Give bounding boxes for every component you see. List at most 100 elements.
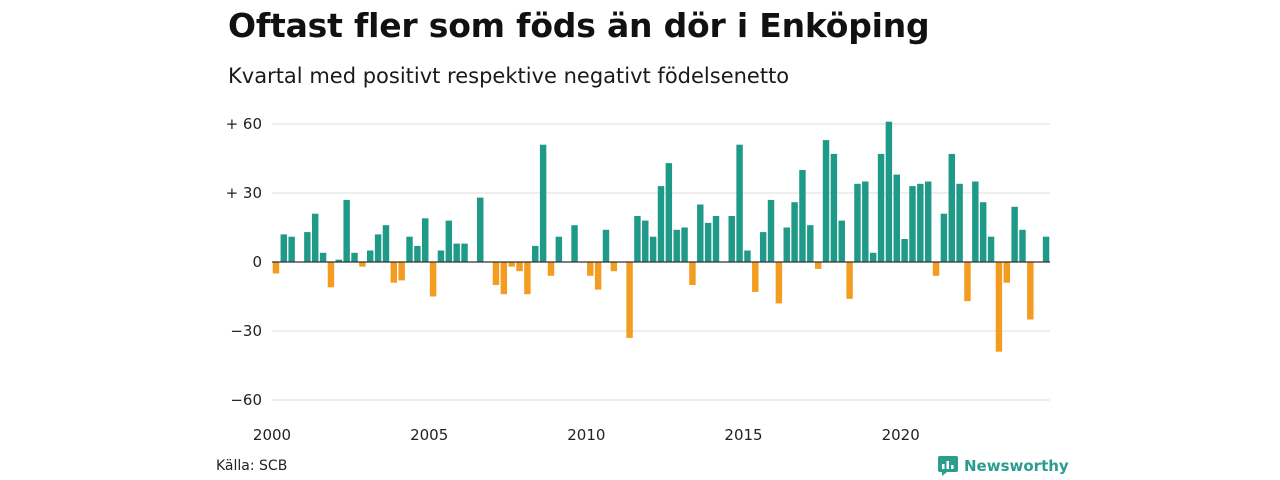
bar bbox=[398, 262, 405, 281]
source-note: Källa: SCB bbox=[216, 458, 288, 474]
bar bbox=[532, 245, 539, 262]
bar bbox=[956, 183, 963, 262]
bar bbox=[555, 236, 563, 262]
bar bbox=[587, 262, 594, 276]
bar bbox=[972, 181, 979, 262]
bar bbox=[602, 229, 610, 262]
bar bbox=[775, 262, 783, 304]
x-axis-ticks: 2000 2005 2010 2015 2020 bbox=[253, 426, 920, 444]
bar bbox=[429, 262, 437, 297]
y-tick-label: + 30 bbox=[226, 184, 262, 202]
brand-name: Newsworthy bbox=[964, 457, 1069, 475]
bar bbox=[1003, 262, 1010, 283]
y-tick-label: −30 bbox=[230, 322, 262, 340]
bar bbox=[649, 236, 657, 262]
bar bbox=[374, 234, 382, 262]
bar bbox=[657, 186, 665, 262]
bar bbox=[783, 227, 790, 262]
bar bbox=[477, 197, 484, 262]
bar bbox=[767, 199, 775, 262]
bar bbox=[728, 216, 735, 262]
bar bbox=[932, 262, 940, 276]
bar bbox=[516, 262, 523, 272]
bar bbox=[697, 204, 704, 262]
bar bbox=[924, 181, 932, 262]
y-tick-label: 0 bbox=[252, 253, 262, 271]
x-tick-label: 2015 bbox=[724, 426, 762, 444]
chart-subtitle: Kvartal med positivt respektive negativt… bbox=[228, 64, 790, 88]
bar bbox=[437, 250, 445, 262]
bar bbox=[453, 243, 460, 262]
bar bbox=[901, 239, 908, 262]
bar bbox=[917, 183, 924, 262]
bar bbox=[1011, 206, 1018, 262]
y-axis-ticks: + 60 + 30 0 −30 −60 bbox=[226, 115, 262, 409]
bar bbox=[712, 216, 720, 262]
x-tick-label: 2020 bbox=[882, 426, 920, 444]
bar bbox=[744, 250, 751, 262]
x-tick-label: 2010 bbox=[567, 426, 605, 444]
bar bbox=[979, 202, 987, 262]
bar bbox=[689, 262, 696, 285]
bar bbox=[830, 153, 838, 262]
bar bbox=[327, 262, 335, 288]
bar bbox=[854, 183, 861, 262]
bar bbox=[280, 234, 288, 262]
bar bbox=[461, 243, 468, 262]
x-tick-label: 2000 bbox=[253, 426, 291, 444]
bar bbox=[312, 213, 319, 262]
bar bbox=[673, 229, 680, 262]
bar bbox=[822, 140, 830, 262]
bar bbox=[799, 170, 806, 262]
bar bbox=[304, 232, 311, 262]
bar bbox=[272, 262, 280, 274]
bar bbox=[539, 144, 547, 262]
bar bbox=[390, 262, 398, 283]
bar bbox=[704, 222, 712, 262]
bar bbox=[893, 174, 900, 262]
bar bbox=[359, 262, 366, 267]
newsworthy-logo[interactable]: Newsworthy bbox=[938, 456, 1069, 476]
bar bbox=[940, 213, 948, 262]
bar bbox=[422, 218, 429, 262]
bar bbox=[626, 262, 633, 338]
bar bbox=[862, 181, 869, 262]
bar bbox=[909, 186, 916, 262]
bar bbox=[508, 262, 515, 267]
bar bbox=[594, 262, 602, 290]
bar bbox=[752, 262, 759, 292]
bar bbox=[414, 245, 421, 262]
bar bbox=[319, 252, 327, 262]
bar bbox=[736, 144, 743, 262]
bar bbox=[382, 225, 390, 262]
bar bbox=[1019, 229, 1026, 262]
bar bbox=[846, 262, 853, 299]
bar bbox=[948, 153, 955, 262]
bar bbox=[995, 262, 1003, 352]
bar bbox=[524, 262, 531, 295]
chart-title: Oftast fler som föds än dör i Enköping bbox=[228, 6, 930, 45]
bar bbox=[665, 163, 673, 262]
bar bbox=[1027, 262, 1034, 320]
y-tick-label: −60 bbox=[230, 391, 262, 409]
bar bbox=[610, 262, 618, 272]
bar bbox=[335, 259, 343, 262]
bar bbox=[445, 220, 453, 262]
bar bbox=[759, 232, 767, 262]
bar bbox=[547, 262, 555, 276]
bar bbox=[500, 262, 508, 295]
bar bbox=[1042, 236, 1050, 262]
bar bbox=[492, 262, 500, 285]
bar bbox=[838, 220, 845, 262]
bar bbox=[807, 225, 814, 262]
bar bbox=[987, 236, 995, 262]
newsworthy-icon bbox=[938, 456, 958, 476]
y-tick-label: + 60 bbox=[226, 115, 262, 133]
bar bbox=[343, 199, 350, 262]
bar bbox=[634, 216, 641, 262]
bar bbox=[351, 252, 358, 262]
bar bbox=[571, 225, 578, 262]
bar bbox=[885, 121, 893, 262]
bar bbox=[367, 250, 374, 262]
